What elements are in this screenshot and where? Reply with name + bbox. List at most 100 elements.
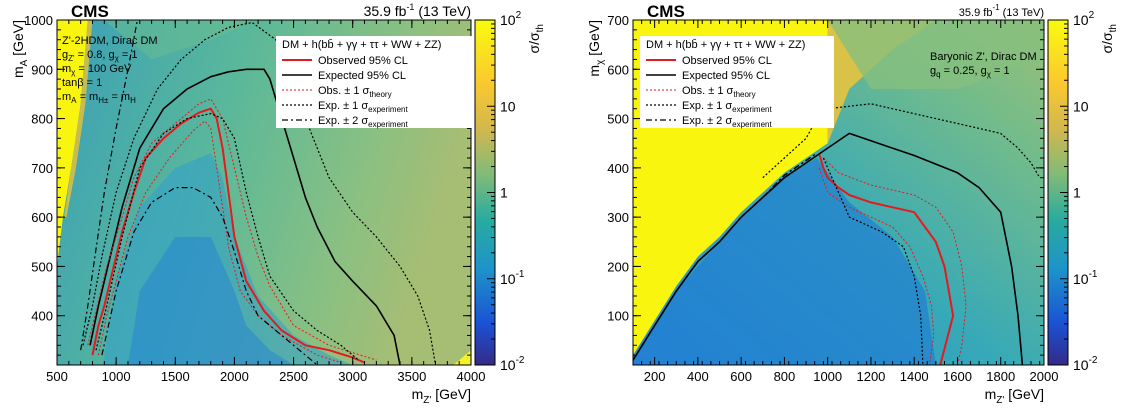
y-tick-label: 500 [607,112,629,127]
contour-exp-2sigma-down [101,187,318,365]
y-tick-label: 900 [31,62,53,77]
x-axis-title: mZ' [GeV] [985,386,1044,406]
x-tick-label: 3500 [397,369,426,384]
luminosity-label: 35.9 fb-1 (13 TeV) [364,2,471,19]
contour-lines [633,103,1041,365]
color-bar-tick-label: 10-1 [500,269,525,287]
color-bar: 102 10 1 10-1 10-2 σ/σth [1047,10,1119,373]
model-line: gZ' = 0.8, gχ = 1 [62,49,137,63]
x-tick-label: 1200 [856,369,885,384]
plot-frame [632,19,1045,366]
cms-label: CMS [71,2,109,21]
x-axis: 200 400 600 800 1000 1200 1400 1600 1800 2000 [632,20,1059,384]
y-tick-label: 700 [607,13,629,28]
legend-header: DM + h(bb̄ + γγ + ττ + WW + ZZ) [646,38,805,51]
contour-obs-theory-down [97,120,342,363]
legend: DM + h(bb̄ + γγ + ττ + WW + ZZ) Observed … [640,36,834,129]
contour-expected [89,68,401,365]
x-tick-label: 400 [687,369,709,384]
y-tick-label: 600 [607,62,629,77]
heatmap-yellow-region [57,20,88,267]
contour-lines [80,20,437,365]
x-tick-label: 2000 [220,369,249,384]
model-line: Baryonic Z', Dirac DM [930,51,1037,63]
x-axis: 500 1000 1500 2000 2500 3000 3500 4000 [46,20,485,384]
x-tick-label: 500 [46,369,68,384]
heatmap-lowest-xsec-region [127,236,294,365]
color-bar-title: σ/σth [1099,24,1119,54]
y-axis-title: mA [GeV] [10,20,30,78]
color-bar-tick-label: 10-1 [1073,269,1098,287]
legend-label: Observed 95% CL [318,55,408,67]
y-tick-label: 1000 [24,13,53,28]
legend-label: Expected 95% CL [682,70,770,82]
model-line: tanβ = 1 [62,77,102,89]
model-line: mA = mH± = mH [62,91,136,105]
contour-exp-2sigma-up [80,20,138,351]
x-tick-label: 1400 [900,369,929,384]
contour-obs-theory-down [818,167,935,365]
legend-label: Obs. ± 1 σtheory [682,85,756,99]
legend-label: Exp. ± 1 σexperiment [682,100,772,114]
heatmap-top-band [104,20,259,60]
contour-obs-theory-up [823,157,967,365]
heatmap-low-xsec-region [104,153,353,365]
x-tick-label: 2500 [279,369,308,384]
x-tick-label: 2000 [1030,369,1059,384]
contour-exp-1sigma-down [822,157,924,365]
luminosity-label: 35.9 fb-1 (13 TeV) [959,3,1044,19]
legend-label: Obs. ± 1 σtheory [318,85,392,99]
x-tick-label: 1000 [102,369,131,384]
plot-frame [56,19,472,366]
model-annotation: Z'-2HDM, Dirac DM gZ' = 0.8, gχ = 1mχ = 1… [62,35,158,105]
color-bar-tick-label: 10 [1073,98,1089,114]
heatmap-low-xsec-region [633,158,936,365]
color-bar-tick-label: 1 [500,185,508,201]
contour-exp-1sigma-up [82,21,437,365]
contour-exp-1sigma-down [95,112,359,361]
y-tick-label: 500 [31,259,53,274]
y-axis-title: mχ [GeV] [586,20,606,77]
x-tick-label: 4000 [457,369,486,384]
legend-header: DM + h(bb̄ + γγ + ττ + WW + ZZ) [282,38,441,51]
legend-label: Observed 95% CL [682,55,772,67]
legend: DM + h(bb̄ + γγ + ττ + WW + ZZ) Observed … [276,36,474,129]
x-tick-label: 1500 [161,369,190,384]
contour-exp-1sigma-up [762,103,1041,179]
legend-box [640,36,834,128]
heatmap-mid-region [827,20,1044,89]
color-bar-tick-label: 10 [500,98,516,114]
x-tick-label: 3000 [338,369,367,384]
legend-label: Exp. ± 2 σexperiment [682,115,772,129]
color-bar-tick-label: 102 [500,10,522,28]
x-tick-label: 1600 [943,369,972,384]
model-line: Z'-2HDM, Dirac DM [62,35,158,47]
y-tick-label: 800 [31,112,53,127]
legend-box [276,36,474,128]
contour-exp-2sigma-down [633,152,818,361]
x-tick-label: 200 [644,369,666,384]
x-axis-title: mZ' [GeV] [412,386,471,406]
x-tick-label: 1000 [813,369,842,384]
y-tick-label: 700 [31,161,53,176]
contour-observed [818,152,955,365]
left-panel-2hdm: 500 1000 1500 2000 2500 3000 3500 4000 400 500 600… [10,2,546,406]
color-bar: 102 10 1 10-1 10-2 σ/σth [474,10,546,373]
y-axis: 100 200 300 400 500 600 700 [607,13,1044,366]
x-tick-label: 600 [730,369,752,384]
color-bar-tick-label: 1 [1073,185,1081,201]
model-annotation: Baryonic Z', Dirac DM gq = 0.25, gχ = 1 [930,51,1037,79]
color-bar-tick-label: 102 [1073,10,1095,28]
color-bar-title: σ/σth [526,24,546,54]
y-tick-label: 400 [607,161,629,176]
y-tick-label: 100 [607,309,629,324]
heatmap-corner [453,350,471,365]
y-tick-label: 600 [31,210,53,225]
model-line: gq = 0.25, gχ = 1 [930,65,1010,79]
color-bar-tick-label: 10-2 [500,355,525,373]
x-tick-label: 800 [774,369,796,384]
heatmap-orange-band [64,20,93,218]
contour-obs-theory-up [87,98,377,361]
contour-observed [91,107,365,364]
